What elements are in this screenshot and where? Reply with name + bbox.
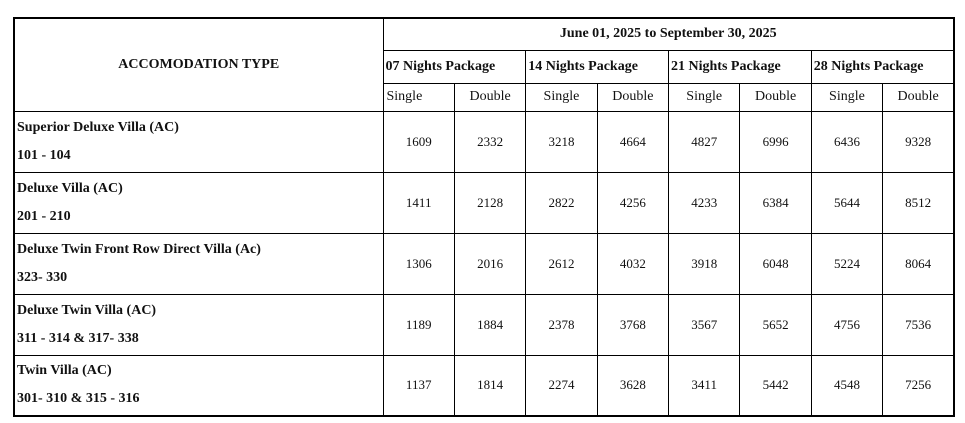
rate-cell: 2378 — [525, 293, 598, 356]
rate-cell: 1137 — [382, 354, 455, 417]
rate-cell: 4756 — [810, 293, 884, 356]
villa-name: Twin Villa (AC) — [17, 363, 112, 379]
rate-cell: 2128 — [453, 171, 527, 234]
package-row: 07 Nights Package 14 Nights Package 21 Nig… — [14, 49, 955, 84]
room-numbers: 311 - 314 & 317- 338 — [17, 330, 139, 346]
rate-cell: 4664 — [596, 110, 670, 173]
rate-cell: 6436 — [810, 110, 884, 173]
room-numbers: 201 - 210 — [17, 208, 71, 224]
rate-cell: 3411 — [667, 354, 741, 417]
rate-cell: 7536 — [882, 293, 955, 356]
subheader-row: Single Double Single Double Single Double Sing… — [14, 82, 955, 112]
rate-cell: 1189 — [382, 293, 455, 356]
rate-cell: 2612 — [525, 232, 598, 295]
accommodation-cell: Deluxe Villa (AC) 201 - 210 — [13, 171, 384, 234]
column-header: Double — [596, 82, 670, 112]
villa-name: Deluxe Twin Villa (AC) — [17, 302, 157, 318]
villa-name: Deluxe Villa (AC) — [17, 180, 123, 196]
package-header: 28 Nights Package — [810, 49, 955, 84]
rate-cell: 9328 — [882, 110, 955, 173]
rate-cell: 1411 — [382, 171, 455, 234]
accommodation-cell: Deluxe Twin Front Row Direct Villa (Ac) 3… — [13, 232, 384, 295]
accommodation-header: ACCOMODATION TYPE — [13, 17, 384, 112]
rate-cell: 5442 — [739, 354, 812, 417]
rate-cell: 8064 — [882, 232, 955, 295]
rate-cell: 3218 — [525, 110, 598, 173]
rate-cell: 8512 — [882, 171, 955, 234]
period-header: June 01, 2025 to September 30, 2025 — [382, 17, 955, 51]
rate-cell: 1814 — [453, 354, 527, 417]
column-header: Double — [453, 82, 527, 112]
package-header: 14 Nights Package — [525, 49, 669, 84]
rate-cell: 3768 — [596, 293, 670, 356]
room-numbers: 301- 310 & 315 - 316 — [17, 391, 140, 407]
data-row: Deluxe Villa (AC) 201 - 210 1411 2128 2822 42… — [13, 171, 955, 234]
rate-cell: 4827 — [667, 110, 741, 173]
package-header: 21 Nights Package — [668, 49, 812, 84]
rate-cell: 2016 — [453, 232, 527, 295]
package-header: 07 Nights Package — [382, 49, 527, 84]
rate-cell: 1306 — [382, 232, 455, 295]
table-body: ACCOMODATION TYPE June 01, 2025 to Septe… — [13, 17, 955, 417]
rate-cell: 7256 — [882, 354, 955, 417]
rate-cell: 4256 — [596, 171, 670, 234]
rate-cell: 1884 — [453, 293, 527, 356]
column-header: Double — [739, 82, 812, 112]
rate-cell: 3918 — [667, 232, 741, 295]
rate-cell: 5644 — [810, 171, 884, 234]
column-header: Double — [882, 82, 955, 112]
room-numbers: 323- 330 — [17, 269, 68, 285]
villa-name: Deluxe Twin Front Row Direct Villa (Ac) — [17, 241, 261, 257]
accommodation-cell: Twin Villa (AC) 301- 310 & 315 - 316 — [13, 354, 384, 417]
column-header: Single — [525, 82, 598, 112]
accommodation-cell: Superior Deluxe Villa (AC) 101 - 104 — [13, 110, 384, 173]
rate-table: ACCOMODATION TYPE June 01, 2025 to Septe… — [13, 17, 955, 417]
data-row: Deluxe Twin Front Row Direct Villa (Ac) 3… — [13, 232, 955, 295]
rate-cell: 2332 — [453, 110, 527, 173]
rate-cell: 3567 — [667, 293, 741, 356]
rate-cell: 5652 — [739, 293, 812, 356]
rate-cell: 6384 — [739, 171, 812, 234]
rate-cell: 6996 — [739, 110, 812, 173]
rate-cell: 6048 — [739, 232, 812, 295]
rate-cell: 1609 — [382, 110, 455, 173]
column-header: Single — [810, 82, 884, 112]
rate-cell: 3628 — [596, 354, 670, 417]
rate-cell: 4233 — [667, 171, 741, 234]
villa-name: Superior Deluxe Villa (AC) — [17, 119, 179, 135]
column-header: Single — [667, 82, 741, 112]
room-numbers: 101 - 104 — [17, 147, 71, 163]
column-header: Single — [382, 82, 455, 112]
rate-cell: 4032 — [596, 232, 670, 295]
header-row: ACCOMODATION TYPE June 01, 2025 to Septe… — [13, 17, 955, 112]
accommodation-cell: Deluxe Twin Villa (AC) 311 - 314 & 317- 3… — [13, 293, 384, 356]
rate-cell: 2274 — [525, 354, 598, 417]
data-row: Twin Villa (AC) 301- 310 & 315 - 316 1137 1… — [13, 354, 955, 417]
rate-cell: 5224 — [810, 232, 884, 295]
data-row: Superior Deluxe Villa (AC) 101 - 104 1609 2… — [13, 110, 955, 173]
data-row: Deluxe Twin Villa (AC) 311 - 314 & 317- 3… — [13, 293, 955, 356]
rate-cell: 2822 — [525, 171, 598, 234]
rate-cell: 4548 — [810, 354, 884, 417]
